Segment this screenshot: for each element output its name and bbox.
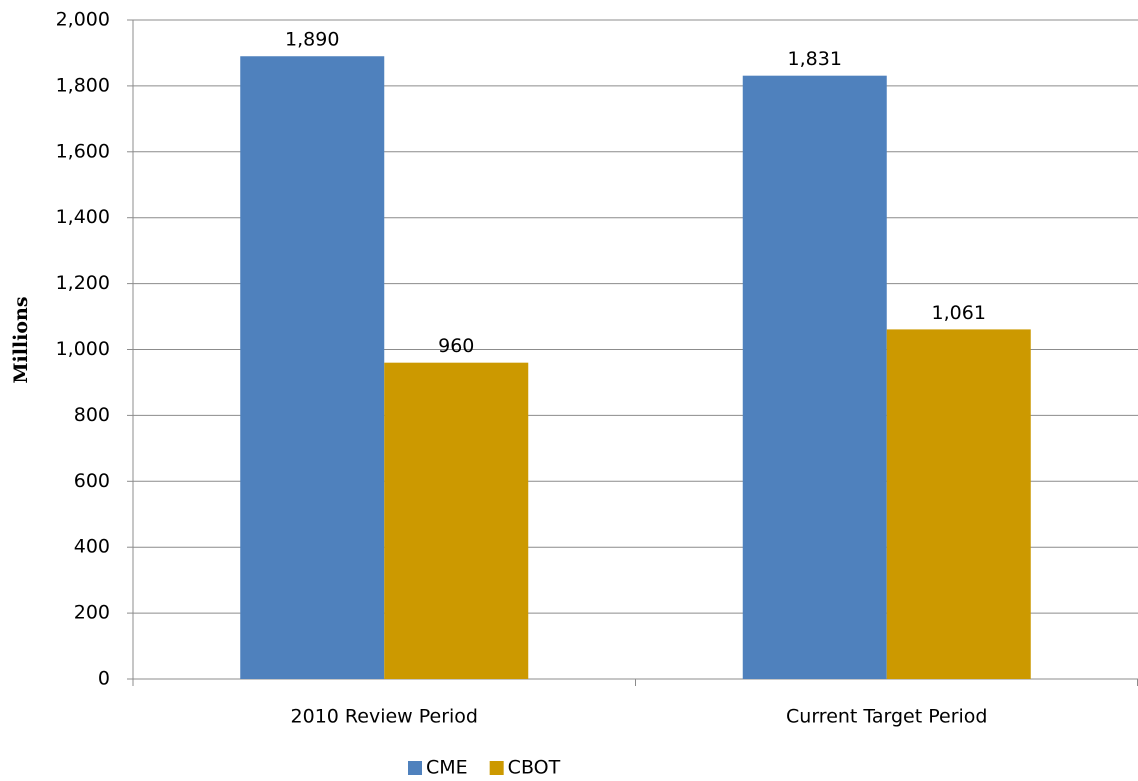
y-tick-label: 600 <box>74 470 110 492</box>
x-tick-label: Current Target Period <box>786 706 987 728</box>
x-tick-label: 2010 Review Period <box>291 706 478 728</box>
bar <box>742 75 887 680</box>
y-tick-label: 800 <box>74 404 110 426</box>
legend-label: CME <box>426 757 468 779</box>
y-tick-label: 1,200 <box>56 272 110 294</box>
y-tick-label: 1,600 <box>56 140 110 162</box>
bar <box>886 329 1031 679</box>
y-tick-label: 400 <box>74 536 110 558</box>
data-label: 1,890 <box>285 29 339 51</box>
legend-swatch <box>408 761 422 775</box>
bar <box>384 362 529 679</box>
legend-label: CBOT <box>508 757 561 779</box>
y-tick-label: 1,400 <box>56 206 110 228</box>
y-tick-label: 1,000 <box>56 338 110 360</box>
data-label: 960 <box>438 335 474 357</box>
bar <box>240 56 385 680</box>
y-tick-label: 0 <box>98 668 110 690</box>
y-tick-label: 2,000 <box>56 9 110 31</box>
legend-swatch <box>489 761 504 775</box>
y-tick-label: 1,800 <box>56 74 110 96</box>
data-label: 1,831 <box>788 48 842 70</box>
y-tick-label: 200 <box>74 602 110 624</box>
y-axis-label: Millions <box>10 296 32 383</box>
data-label: 1,061 <box>932 302 986 324</box>
